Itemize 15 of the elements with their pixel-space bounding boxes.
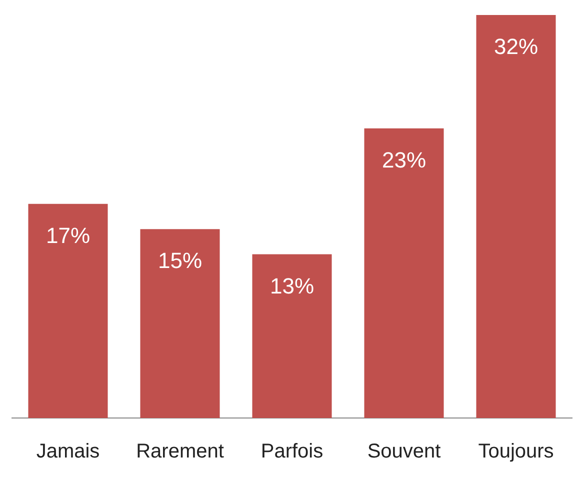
bar [28, 204, 108, 418]
bar [252, 254, 332, 418]
x-tick-label: Parfois [260, 440, 324, 463]
bar [476, 15, 556, 418]
x-tick-label: Toujours [478, 440, 554, 463]
data-label: 32% [494, 34, 538, 60]
data-label: 23% [382, 147, 426, 172]
bar [140, 229, 220, 418]
data-label: 15% [158, 248, 202, 274]
x-tick-label: Jamais [36, 440, 100, 463]
bar [364, 128, 444, 418]
data-label: 17% [46, 222, 90, 248]
x-tick-label: Rarement [136, 440, 224, 463]
x-tick-label: Souvent [367, 440, 442, 463]
data-label: 13% [270, 273, 314, 298]
